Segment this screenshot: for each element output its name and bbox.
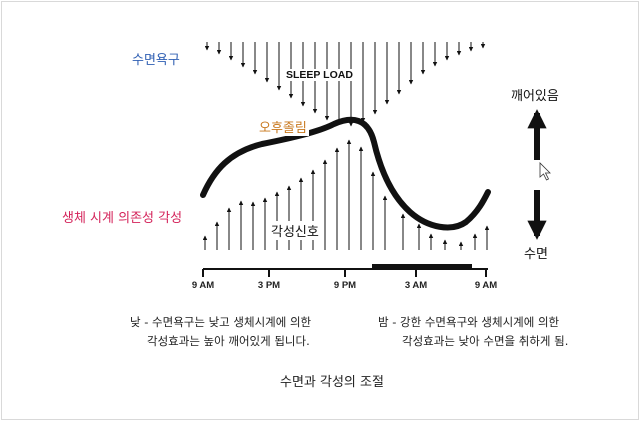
circadian-curve: [200, 116, 491, 231]
circadian-alerting-label: 생체 시계 의존성 각성: [62, 211, 183, 226]
night-caption-line1: 밤 - 강한 수면욕구와 생체시계에 의한: [378, 315, 560, 329]
day-caption-line2: 각성효과는 높아 깨어있게 됩니다.: [147, 334, 310, 348]
time-axis-ticks: [202, 269, 487, 277]
sleep-period-bar: [372, 264, 472, 270]
time-label: 9 PM: [333, 280, 357, 291]
sleep-load-arrows: [204, 42, 486, 127]
alerting-signal-arrows: [202, 139, 490, 250]
sleep-load-label: SLEEP LOAD: [283, 69, 356, 81]
alerting-signal-label: 각성신호: [269, 221, 321, 240]
time-label: 3 PM: [257, 280, 281, 291]
figure-title: 수면과 각성의 조절: [280, 375, 384, 390]
time-label: 9 AM: [474, 280, 498, 291]
afternoon-dip-label: 오후졸림: [257, 117, 309, 136]
asleep-label: 수면: [524, 247, 548, 262]
night-caption-line2: 각성효과는 낮아 수면을 취하게 됨.: [402, 334, 569, 348]
awake-label: 깨어있음: [511, 89, 559, 104]
mouse-cursor-icon: [539, 162, 551, 181]
time-label: 3 AM: [404, 280, 428, 291]
day-caption-line1: 낮 - 수면욕구는 낮고 생체시계에 의한: [130, 315, 312, 329]
time-label: 9 AM: [191, 280, 215, 291]
sleep-drive-label: 수면욕구: [132, 53, 180, 68]
